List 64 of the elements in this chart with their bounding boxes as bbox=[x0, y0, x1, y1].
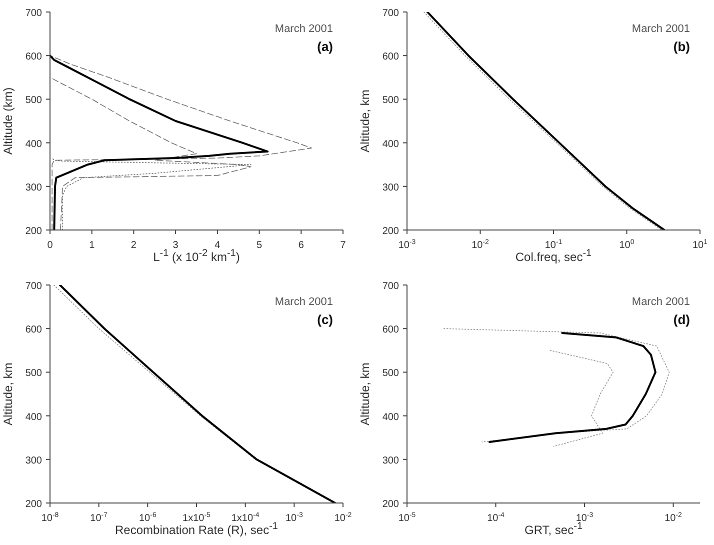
y-tick-label: 600 bbox=[382, 52, 400, 63]
x-tick-label: 5 bbox=[256, 240, 263, 251]
y-tick-label: 200 bbox=[382, 226, 400, 237]
y-axis-title: Altitude, km bbox=[1, 362, 15, 425]
y-axis-title: Altitude (km) bbox=[1, 87, 15, 155]
x-axis-title: L$^{-1}$ (x 10$^{-2}$ km$^{-1}$) bbox=[153, 248, 240, 264]
x-axis-title: Recombination Rate (R), sec$^{-1}$ bbox=[115, 520, 278, 536]
x-tick-label: 1x10$^{-4}$ bbox=[231, 512, 260, 524]
y-tick-label: 400 bbox=[382, 138, 400, 150]
y-tick-label: 600 bbox=[25, 324, 42, 336]
x-axis-title: GRT, sec$^{-1}$ bbox=[524, 520, 583, 536]
x-tick-label: 10$^{-2}$ bbox=[472, 239, 490, 251]
y-tick-label: 200 bbox=[25, 226, 42, 237]
y-tick-label: 500 bbox=[25, 368, 42, 379]
y-tick-label: 600 bbox=[382, 324, 400, 336]
x-tick-label: 1x10$^{-5}$ bbox=[182, 512, 211, 524]
y-tick-label: 500 bbox=[382, 368, 400, 379]
x-tick-label: 10$^{-1}$ bbox=[544, 239, 562, 251]
annotation: (a) bbox=[316, 38, 333, 56]
y-tick-label: 300 bbox=[25, 454, 42, 466]
annotation: (d) bbox=[672, 310, 690, 328]
y-tick-label: 400 bbox=[25, 138, 42, 150]
y-tick-label: 700 bbox=[382, 280, 400, 292]
y-tick-label: 500 bbox=[382, 95, 400, 106]
y-axis-title: Altitude, km bbox=[358, 90, 372, 152]
x-tick-label: 4 bbox=[214, 240, 221, 251]
y-tick-label: 200 bbox=[382, 498, 400, 510]
x-tick-label: 3 bbox=[172, 240, 179, 251]
x-tick-label: 7 bbox=[340, 240, 346, 251]
y-tick-label: 300 bbox=[382, 454, 400, 466]
y-tick-label: 700 bbox=[25, 280, 42, 292]
annotation: March 2001 bbox=[274, 22, 333, 37]
x-tick-label: 10$^{-3}$ bbox=[576, 512, 594, 524]
y-tick-label: 300 bbox=[382, 182, 400, 194]
annotation: March 2001 bbox=[632, 294, 690, 310]
x-tick-label: 10$^{-3}$ bbox=[398, 239, 416, 251]
x-tick-label: 0 bbox=[47, 240, 54, 251]
y-axis-title: Altitude, km bbox=[358, 362, 372, 425]
y-tick-label: 200 bbox=[25, 498, 42, 510]
x-tick-label: 10$^{-5}$ bbox=[398, 512, 416, 524]
y-tick-label: 400 bbox=[382, 411, 400, 422]
x-tick-label: 6 bbox=[298, 240, 304, 251]
x-tick-label: 10$^{-2}$ bbox=[334, 512, 352, 524]
y-tick-label: 400 bbox=[25, 411, 42, 422]
x-tick-label: 10$^{1}$ bbox=[692, 239, 708, 251]
x-tick-label: 10$^{-8}$ bbox=[41, 512, 59, 524]
y-tick-label: 500 bbox=[25, 95, 42, 106]
y-tick-label: 700 bbox=[382, 8, 400, 19]
x-tick-label: 10$^{-7}$ bbox=[90, 512, 108, 524]
x-tick-label: 1 bbox=[89, 240, 96, 251]
x-tick-label: 10$^{-6}$ bbox=[138, 512, 156, 524]
annotation: March 2001 bbox=[632, 22, 690, 37]
annotation: (c) bbox=[316, 310, 333, 328]
x-tick-label: 2 bbox=[130, 240, 137, 251]
x-tick-label: 10$^{-2}$ bbox=[664, 512, 682, 524]
annotation: (b) bbox=[672, 38, 690, 56]
x-axis-title: Col.freq, sec$^{-1}$ bbox=[515, 248, 592, 264]
x-tick-label: 10$^{-3}$ bbox=[285, 512, 303, 524]
x-tick-label: 10$^{-4}$ bbox=[487, 512, 505, 524]
y-tick-label: 700 bbox=[25, 8, 42, 19]
y-tick-label: 600 bbox=[25, 52, 42, 63]
y-tick-label: 300 bbox=[25, 182, 42, 194]
x-tick-label: 10$^{0}$ bbox=[619, 239, 634, 251]
annotation: March 2001 bbox=[274, 294, 333, 310]
